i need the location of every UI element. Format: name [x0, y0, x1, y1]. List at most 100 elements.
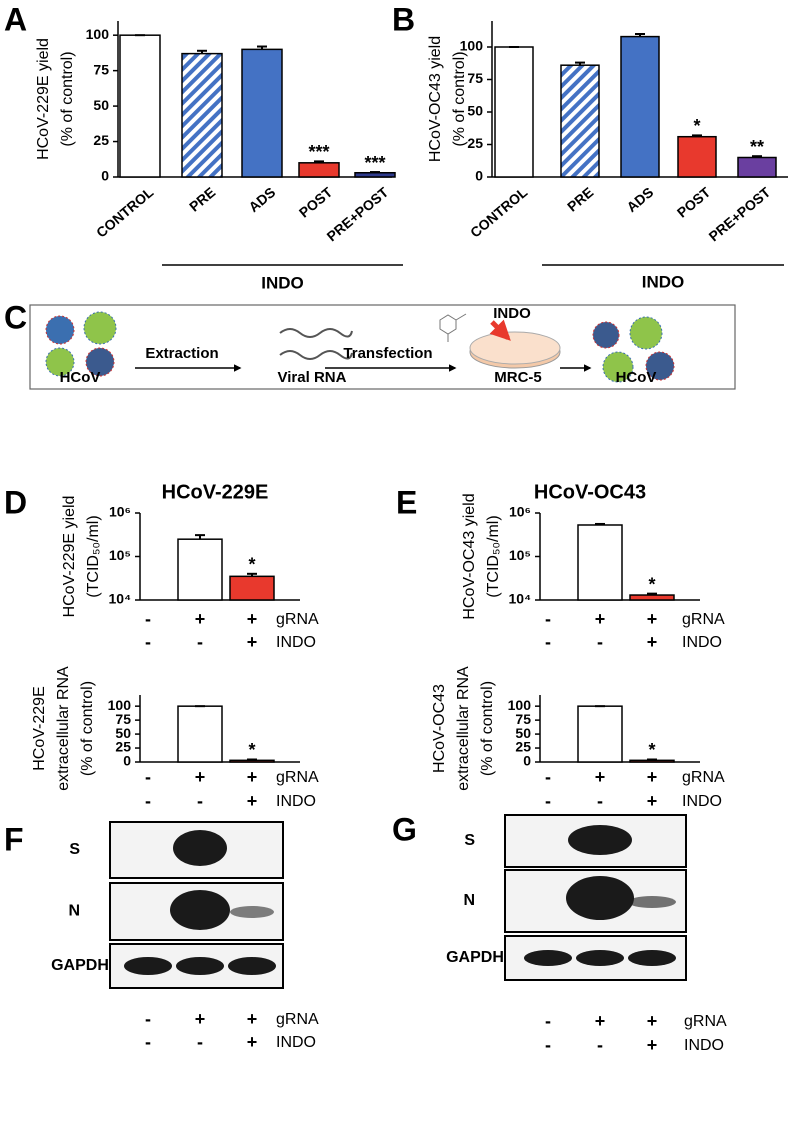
blot-band — [176, 957, 224, 975]
condition-sign: - — [145, 1032, 151, 1052]
condition-sign: - — [545, 1011, 551, 1031]
bar — [677, 135, 717, 178]
condition-sign: - — [145, 1009, 151, 1029]
diagram-label: Extraction — [145, 345, 218, 362]
diagram-label: Transfection — [343, 345, 432, 362]
y-axis-label: HCoV-OC43 — [431, 684, 448, 773]
x-tick-label: ADS — [623, 184, 656, 215]
x-tick-label: PRE+POST — [323, 184, 391, 245]
blot-band — [228, 957, 276, 975]
condition-name: INDO — [276, 634, 316, 651]
error-bar — [195, 534, 205, 540]
y-axis-label: (TCID₅₀/ml) — [85, 515, 102, 597]
y-axis-label: (TCID₅₀/ml) — [485, 515, 502, 597]
condition-sign: + — [595, 1011, 606, 1031]
condition-sign: + — [595, 767, 606, 787]
error-bar — [647, 758, 657, 761]
error-bar — [752, 155, 762, 158]
blot-band — [628, 896, 676, 908]
condition-sign: - — [545, 767, 551, 787]
y-axis-label: (% of control) — [479, 681, 496, 776]
blot-band — [230, 906, 274, 918]
condition-sign: - — [145, 632, 151, 652]
condition-sign: - — [145, 791, 151, 811]
bar — [577, 524, 623, 601]
error-bar — [247, 758, 257, 761]
blot-band — [124, 957, 172, 975]
condition-sign: + — [247, 609, 258, 629]
blot-label: S — [464, 832, 475, 849]
bar — [119, 34, 161, 178]
condition-sign: - — [197, 632, 203, 652]
bar — [298, 162, 340, 178]
condition-sign: - — [197, 791, 203, 811]
error-bar — [247, 572, 257, 577]
y-tick-label: 10⁴ — [509, 591, 532, 607]
condition-name: INDO — [682, 634, 722, 651]
error-bar — [692, 134, 702, 137]
y-tick-label: 25 — [115, 739, 131, 755]
chart-title: HCoV-229E — [162, 481, 269, 503]
y-tick-label: 100 — [508, 697, 532, 713]
bar — [494, 46, 534, 178]
y-tick-label: 50 — [93, 97, 109, 113]
y-tick-label: 50 — [515, 725, 531, 741]
condition-sign: - — [545, 609, 551, 629]
group-label: INDO — [642, 272, 685, 291]
x-tick-label: POST — [674, 184, 714, 221]
diagram-label: INDO — [493, 305, 531, 322]
blot-band — [524, 950, 572, 966]
condition-sign: + — [647, 632, 658, 652]
compound-icon — [439, 313, 467, 342]
y-tick-label: 75 — [467, 70, 483, 86]
panel-label: G — [392, 811, 417, 847]
panel-label: D — [4, 484, 27, 520]
y-axis-label: extracellular RNA — [55, 666, 72, 791]
bar — [629, 759, 675, 763]
condition-sign: - — [545, 632, 551, 652]
condition-sign: - — [597, 632, 603, 652]
significance: * — [693, 116, 700, 136]
x-tick-label: CONTROL — [467, 184, 531, 241]
condition-name: gRNA — [682, 611, 725, 628]
chart-title: HCoV-OC43 — [534, 481, 646, 503]
condition-name: INDO — [276, 1034, 316, 1051]
bar — [229, 575, 275, 601]
error-bar — [370, 171, 380, 174]
y-tick-label: 50 — [115, 725, 131, 741]
significance: * — [248, 740, 255, 760]
condition-name: gRNA — [684, 1013, 727, 1030]
x-tick-label: PRE — [186, 184, 218, 215]
y-tick-label: 100 — [86, 26, 110, 42]
diagram-label: HCoV — [616, 369, 657, 386]
condition-sign: - — [545, 1035, 551, 1055]
blot-label: N — [68, 903, 80, 920]
y-tick-label: 0 — [523, 753, 531, 769]
y-tick-label: 25 — [467, 135, 483, 151]
panel-label: A — [4, 1, 27, 37]
error-bar — [635, 33, 645, 37]
bar — [560, 64, 600, 178]
condition-sign: - — [145, 609, 151, 629]
condition-sign: - — [597, 791, 603, 811]
condition-name: INDO — [682, 793, 722, 810]
arrow — [489, 319, 511, 341]
y-axis-label: (% of control) — [59, 51, 76, 146]
y-tick-label: 10⁶ — [509, 504, 531, 520]
bar — [177, 705, 223, 763]
error-bar — [197, 49, 207, 54]
y-tick-label: 75 — [93, 61, 109, 77]
condition-sign: - — [545, 791, 551, 811]
virus-icons — [45, 311, 675, 383]
error-bar — [575, 61, 585, 66]
blot-band — [576, 950, 624, 966]
condition-name: gRNA — [276, 1011, 319, 1028]
blot-band — [170, 890, 230, 930]
significance: * — [648, 574, 655, 594]
x-tick-label: POST — [296, 184, 336, 221]
y-tick-label: 75 — [115, 711, 131, 727]
condition-name: INDO — [276, 793, 316, 810]
condition-sign: + — [647, 1035, 658, 1055]
blot-label: GAPDH — [446, 949, 504, 966]
